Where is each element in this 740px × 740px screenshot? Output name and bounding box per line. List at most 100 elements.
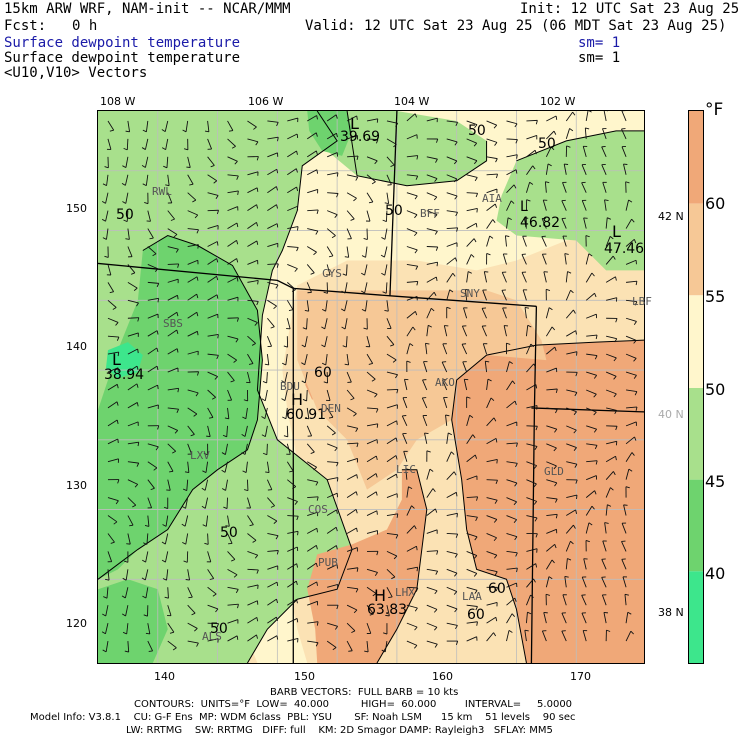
wind-barb-flag: [136, 302, 139, 307]
wind-barb-flag: [516, 567, 518, 573]
wind-barb-flag: [353, 413, 357, 417]
wind-barb: [127, 281, 138, 289]
wind-barb-flag: [414, 113, 418, 118]
wind-barb: [326, 564, 338, 570]
wind-barb: [164, 533, 169, 545]
wind-barb-flag: [183, 148, 189, 151]
wind-barb-flag: [181, 505, 186, 509]
wind-barb: [466, 475, 478, 481]
wind-barb: [525, 325, 529, 337]
wind-barb-flag: [302, 327, 307, 330]
wind-barb: [621, 559, 627, 570]
wind-barb-flag: [202, 524, 207, 527]
legend-tick-50: 50: [705, 380, 726, 399]
wind-barb-flag: [276, 204, 278, 209]
wind-barb-flag: [164, 596, 169, 599]
wind-barb: [466, 174, 478, 178]
wind-barb: [326, 492, 338, 499]
wind-barb-flag: [625, 181, 630, 184]
lon-label-108w: 108 W: [100, 95, 136, 108]
wind-barb-flag: [302, 399, 307, 402]
wind-barb-flag: [328, 416, 334, 419]
wind-barb: [267, 533, 279, 537]
wind-barb: [227, 335, 239, 340]
wind-barb-flag: [335, 545, 338, 550]
wind-barb: [227, 533, 233, 544]
wind-barb: [187, 259, 199, 265]
wind-barb: [622, 576, 627, 588]
wind-barb-flag: [467, 271, 472, 274]
wind-barb-flag: [181, 523, 186, 527]
wind-barb: [424, 432, 428, 444]
wind-barb: [406, 311, 416, 319]
wind-barb: [107, 497, 119, 502]
wind-barb-flag: [495, 587, 498, 592]
wind-barb-flag: [304, 417, 309, 420]
wind-barb-flag: [264, 363, 269, 366]
wind-barb-flag: [328, 255, 334, 258]
wind-barb: [526, 119, 538, 122]
wind-barb-flag: [474, 177, 478, 182]
wind-barb: [521, 272, 527, 283]
wind-barb: [127, 317, 139, 319]
station-lbf: LBF: [632, 295, 652, 308]
wind-barb: [442, 379, 448, 391]
wind-barb-flag: [454, 553, 458, 558]
wind-barb-flag: [270, 505, 275, 508]
wind-barb-flag: [234, 161, 238, 165]
wind-barb: [585, 505, 593, 516]
wind-barb-flag: [102, 237, 107, 240]
wind-barb-flag: [473, 142, 478, 147]
wind-barb-flag: [514, 400, 517, 405]
wind-barb: [267, 616, 277, 624]
wind-barb-flag: [383, 632, 388, 635]
wind-barb: [366, 118, 378, 122]
wind-barb: [545, 326, 553, 337]
wind-barb: [187, 640, 199, 644]
wind-barb: [506, 630, 510, 642]
wind-barb-flag: [277, 137, 279, 142]
wind-barb: [605, 236, 611, 247]
wind-barb: [426, 156, 438, 160]
wind-barb: [286, 318, 291, 329]
wind-barb-flag: [301, 362, 305, 366]
wind-barb: [446, 138, 458, 143]
wind-barb: [541, 254, 547, 265]
wind-barb: [386, 318, 392, 329]
wind-barb: [366, 407, 379, 410]
wind-barb: [164, 120, 169, 132]
wind-barb: [184, 515, 189, 527]
wind-barb-flag: [275, 284, 279, 289]
wind-barb-flag: [593, 393, 597, 398]
wind-barb: [187, 311, 198, 319]
wind-barb-flag: [156, 365, 159, 371]
wind-barb: [105, 210, 109, 222]
wind-barb-flag: [453, 178, 458, 183]
wind-barb: [625, 371, 637, 376]
wind-barb: [187, 330, 198, 337]
wind-barb-flag: [414, 607, 418, 612]
wind-barb-flag: [635, 281, 638, 286]
wind-barb-flag: [527, 611, 532, 615]
wind-barb-flag: [185, 579, 190, 581]
wind-barb: [625, 421, 637, 427]
wind-barb-flag: [396, 420, 398, 425]
wind-barb-flag: [142, 129, 147, 133]
contour-label-39-69: 39.69: [340, 129, 381, 145]
wind-barb: [443, 325, 448, 337]
contour-label-46-82: 46.82: [520, 215, 561, 231]
wind-barb-flag: [137, 348, 139, 354]
wind-barb-flag: [633, 358, 637, 362]
wind-barb: [227, 206, 238, 212]
wind-barb: [605, 371, 617, 377]
wind-barb-flag: [595, 334, 598, 340]
wind-barb: [347, 567, 359, 570]
wind-barb-flag: [331, 432, 336, 436]
wind-barb-flag: [433, 196, 438, 201]
wind-barb: [187, 293, 197, 301]
wind-barb: [287, 618, 298, 624]
wind-barb-flag: [243, 399, 248, 402]
wind-barb: [207, 138, 213, 150]
wind-barb: [566, 461, 578, 465]
wind-barb: [267, 515, 278, 522]
